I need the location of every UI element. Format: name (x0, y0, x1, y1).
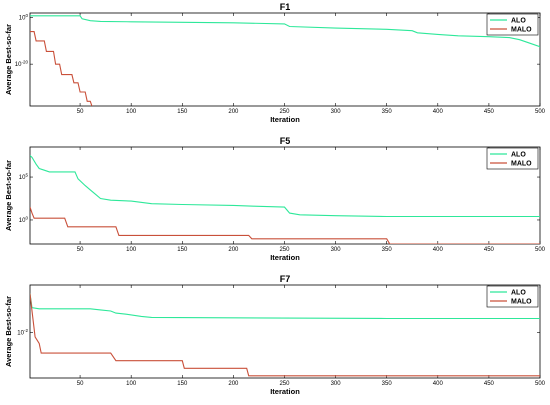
y-tick-label: 10-20 (15, 60, 29, 69)
x-tick-label: 450 (484, 381, 495, 387)
chart-panel-f5: F5 50 100 150 200 250 300 350 400 450 500 105 100 Ave… (4, 136, 546, 262)
plot-area (29, 146, 541, 245)
legend-label-alo: ALO (511, 152, 526, 159)
x-tick-label: 300 (331, 381, 342, 387)
series-line-alo (30, 15, 540, 48)
x-tick-label: 500 (535, 381, 546, 387)
series-line-malo (30, 206, 540, 244)
legend: ALO MALO (486, 13, 539, 36)
x-axis-label: Iteration (270, 387, 300, 396)
x-tick-label: 50 (77, 247, 84, 253)
x-tick-label: 250 (279, 109, 290, 115)
series-line-alo (30, 155, 540, 218)
x-tick-label: 350 (382, 381, 393, 387)
x-tick-label: 250 (279, 247, 290, 253)
series-line-malo (30, 31, 93, 106)
x-tick-label: 250 (279, 381, 290, 387)
legend-label-malo: MALO (511, 27, 532, 34)
series-line-malo (30, 293, 540, 377)
legend-label-alo: ALO (511, 18, 526, 25)
plot-area (29, 12, 541, 107)
x-tick-label: 400 (433, 381, 444, 387)
x-tick-label: 50 (77, 381, 84, 387)
plot-area (29, 284, 541, 379)
y-axis-label: Average Best-so-far (4, 160, 13, 231)
y-tick-label: 10-2 (17, 328, 28, 337)
legend-box (486, 147, 539, 170)
y-tick-label: 105 (19, 173, 29, 182)
legend: ALO MALO (486, 147, 539, 170)
legend-box (486, 285, 539, 308)
x-tick-label: 100 (126, 381, 137, 387)
x-tick-label: 300 (331, 109, 342, 115)
x-tick-label: 200 (228, 109, 239, 115)
x-tick-label: 50 (77, 109, 84, 115)
legend-box (486, 13, 539, 36)
legend: ALO MALO (486, 285, 539, 308)
x-tick-label: 400 (433, 247, 444, 253)
x-axis-label: Iteration (270, 115, 300, 124)
x-tick-label: 150 (177, 109, 188, 115)
legend-label-malo: MALO (511, 161, 532, 168)
x-tick-label: 350 (382, 109, 393, 115)
x-tick-label: 200 (228, 247, 239, 253)
y-axis-label: Average Best-so-far (4, 296, 13, 367)
y-tick-label: 100 (19, 215, 29, 224)
series-lines (30, 293, 540, 377)
chart-title: F7 (280, 274, 291, 284)
y-axis-label: Average Best-so-far (4, 24, 13, 95)
x-tick-label: 100 (126, 247, 137, 253)
series-lines (30, 155, 540, 244)
x-tick-label: 450 (484, 247, 495, 253)
chart-title: F5 (280, 136, 291, 146)
x-tick-label: 450 (484, 109, 495, 115)
chart-title: F1 (280, 2, 291, 12)
x-tick-label: 150 (177, 381, 188, 387)
x-tick-label: 200 (228, 381, 239, 387)
y-tick-label: 100 (19, 13, 29, 22)
series-line-alo (30, 293, 540, 320)
series-lines (30, 15, 540, 106)
x-tick-label: 350 (382, 247, 393, 253)
x-tick-label: 300 (331, 247, 342, 253)
chart-panel-f7: F7 50 100 150 200 250 300 350 400 450 500 10-2 Avera… (4, 274, 546, 396)
legend-label-alo: ALO (511, 290, 526, 297)
x-tick-label: 400 (433, 109, 444, 115)
x-axis-label: Iteration (270, 253, 300, 262)
x-tick-label: 150 (177, 247, 188, 253)
legend-label-malo: MALO (511, 299, 532, 306)
x-tick-label: 500 (535, 247, 546, 253)
x-tick-label: 100 (126, 109, 137, 115)
x-tick-label: 500 (535, 109, 546, 115)
